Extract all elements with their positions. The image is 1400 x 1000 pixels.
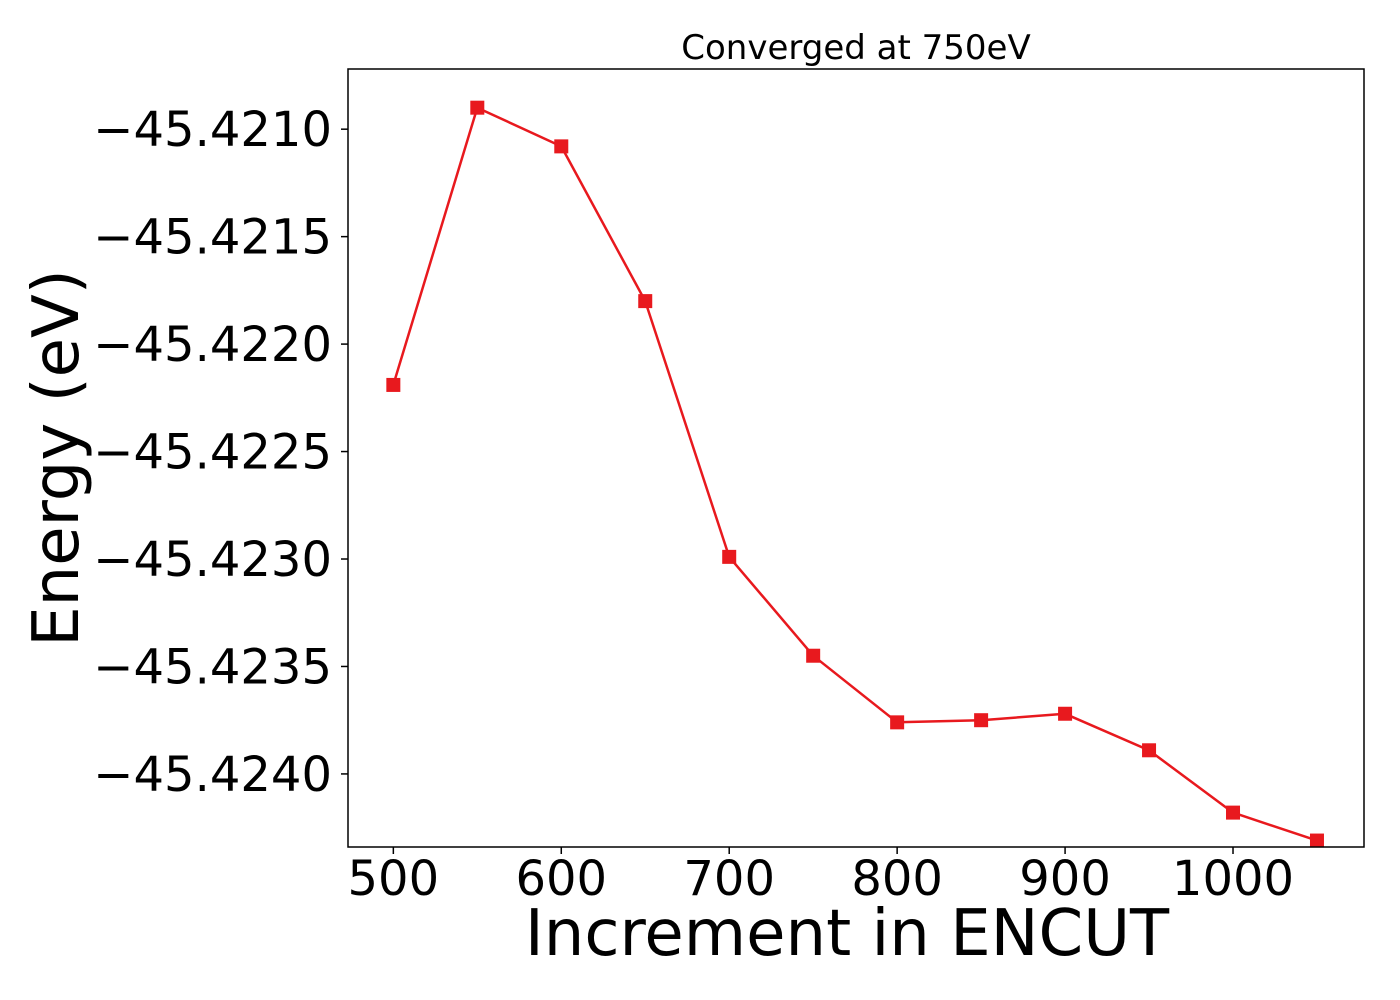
data-point-4 <box>722 549 737 564</box>
data-point-0 <box>386 377 401 392</box>
y-tick-label-5: −45.4235 <box>93 639 332 695</box>
y-tick-label-4: −45.4230 <box>93 532 332 588</box>
data-point-2 <box>554 139 569 154</box>
y-tick-label-3: −45.4225 <box>93 425 332 481</box>
x-axis-label: Increment in ENCUT <box>525 897 1170 971</box>
data-point-11 <box>1309 833 1324 848</box>
y-tick-label-6: −45.4240 <box>93 747 332 803</box>
data-point-6 <box>890 715 905 730</box>
y-tick-label-0: −45.4210 <box>93 102 332 158</box>
series-line-0 <box>392 106 1318 842</box>
chart-title: Converged at 750eV <box>681 28 1030 68</box>
data-point-8 <box>1058 706 1073 721</box>
plot-layer: 500 600 700 800 900 1000 −45.4210 −45.4215 −45.4… <box>93 100 1324 907</box>
x-tick-label-1: 600 <box>515 851 607 907</box>
data-point-1 <box>470 100 485 115</box>
x-tick-label-3: 800 <box>851 851 943 907</box>
y-axis-label: Energy (eV) <box>20 269 94 647</box>
x-tick-label-4: 900 <box>1019 851 1111 907</box>
x-tick-label-0: 500 <box>348 851 440 907</box>
y-tick-label-2: −45.4220 <box>93 317 332 373</box>
plot-frame <box>347 68 1365 848</box>
data-point-9 <box>1142 743 1157 758</box>
x-tick-label-2: 700 <box>683 851 775 907</box>
y-tick-label-1: −45.4215 <box>93 210 332 266</box>
x-tick-label-5: 1000 <box>1172 851 1294 907</box>
data-point-10 <box>1226 805 1241 820</box>
data-point-7 <box>974 713 989 728</box>
data-point-3 <box>638 294 653 309</box>
data-point-5 <box>806 648 821 663</box>
